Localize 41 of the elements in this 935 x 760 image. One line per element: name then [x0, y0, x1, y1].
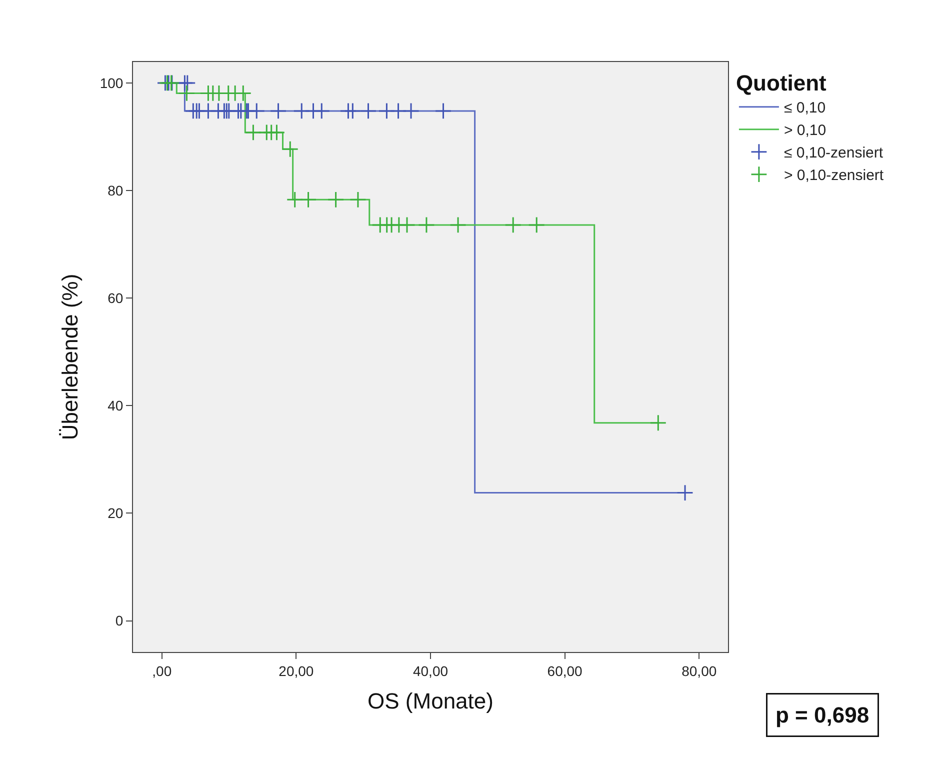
legend-label: ≤ 0,10-zensiert [784, 144, 884, 162]
y-tick-label: 60 [108, 290, 124, 306]
point [344, 102, 362, 120]
point [450, 216, 466, 234]
point [402, 102, 420, 120]
y-tick-label: 20 [108, 505, 124, 522]
x-tick-label: ,00 [152, 662, 172, 679]
y-axis-title: Überlebende (%) [58, 274, 83, 440]
x-tick-label: 40,00 [412, 662, 448, 679]
text: p = 0,698 [776, 702, 870, 728]
point [360, 102, 377, 120]
y-tick-label: 80 [108, 182, 124, 198]
x-tick-label: 20,00 [278, 662, 314, 679]
point [286, 191, 304, 208]
legend-label: ≤ 0,10 [784, 100, 826, 117]
point [178, 84, 196, 102]
point [434, 102, 452, 120]
point [418, 216, 435, 234]
point [327, 191, 344, 208]
x-axis-title: OS (Monate) [368, 688, 494, 714]
x-tick-label: 80,00 [682, 662, 717, 679]
point [300, 191, 317, 208]
legend-label: > 0,10-zensiert [784, 167, 884, 184]
y-tick-label: 40 [108, 398, 124, 414]
point [504, 216, 522, 234]
point [248, 102, 266, 120]
point [398, 216, 416, 234]
point [676, 484, 694, 502]
y-tick-label: 0 [115, 612, 124, 629]
x-tick-label: 60,00 [547, 662, 583, 679]
point [650, 414, 667, 432]
point [350, 191, 366, 208]
point [268, 124, 286, 141]
y-tick-label: 100 [100, 74, 124, 91]
point [313, 102, 330, 120]
point [528, 216, 546, 234]
point [244, 124, 262, 141]
point [270, 102, 287, 120]
point [282, 140, 299, 158]
legend-title: Quotient [736, 70, 828, 96]
legend-label: > 0,10 [784, 122, 826, 140]
